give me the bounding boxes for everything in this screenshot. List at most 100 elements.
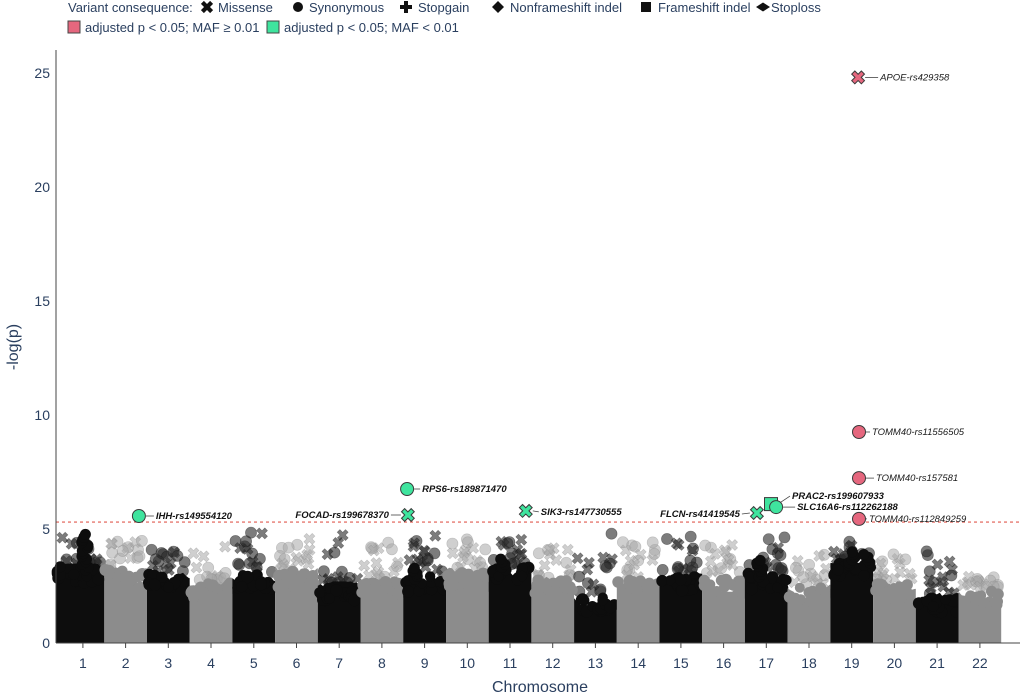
background-variant-marker	[675, 574, 687, 586]
background-variant-marker	[772, 582, 783, 593]
background-variant-marker	[65, 537, 78, 550]
background-variant-marker	[699, 539, 712, 552]
background-variant-marker	[295, 572, 307, 584]
frameshift-square-icon	[641, 2, 651, 12]
background-variant-marker	[515, 547, 528, 560]
background-variant-marker	[116, 545, 129, 557]
background-variant-marker	[495, 553, 507, 565]
variant-markers	[131, 70, 866, 526]
background-variant-marker	[503, 536, 516, 548]
background-variant-marker	[661, 533, 673, 545]
background-variant-marker	[148, 578, 161, 591]
x-tick-label: 6	[293, 655, 301, 671]
background-variant-marker	[947, 595, 959, 607]
background-variant-marker	[392, 556, 404, 569]
background-variant-marker	[923, 574, 936, 587]
background-variant-marker	[827, 545, 840, 558]
synonymous-circle-icon	[293, 2, 303, 12]
background-variant-marker	[379, 576, 392, 588]
background-variant-marker	[808, 590, 821, 603]
background-variant-marker	[698, 574, 711, 587]
background-variant-marker	[516, 563, 528, 575]
background-variant-marker	[846, 546, 858, 558]
variant-label: APOE-rs429358	[879, 72, 950, 83]
background-variant-marker	[279, 568, 290, 580]
background-variant-marker	[197, 586, 209, 598]
background-variant-marker	[367, 544, 380, 557]
legend-label-missense: Missense	[218, 0, 273, 15]
background-variant-marker	[55, 569, 66, 581]
background-variant-marker	[573, 570, 585, 583]
background-variant-marker	[597, 595, 608, 606]
highlighted-variant-marker	[400, 482, 415, 496]
background-variant-marker	[330, 584, 343, 597]
y-axis-title: -log(p)	[5, 324, 22, 370]
background-variant-marker	[626, 576, 639, 589]
background-variant-marker	[600, 561, 613, 574]
background-variant-marker	[392, 588, 403, 599]
legend-label-rare-variants: adjusted p < 0.05; MAF < 0.01	[284, 20, 459, 35]
background-variant-marker	[348, 594, 361, 607]
x-tick-label: 16	[716, 655, 732, 671]
background-variant-marker	[950, 607, 961, 618]
background-variant-marker	[571, 552, 584, 565]
background-variant-marker	[754, 554, 766, 566]
background-variant-marker	[883, 591, 896, 604]
x-tick-label: 19	[844, 655, 860, 671]
chromosome-3-variant-cloud	[147, 572, 190, 643]
x-tick-label: 1	[79, 655, 87, 671]
highlighted-variant-marker	[131, 509, 146, 523]
background-variant-marker	[778, 531, 791, 544]
highlighted-variant-marker	[852, 425, 866, 439]
background-variant-marker	[781, 574, 792, 586]
background-variant-marker	[477, 567, 490, 580]
background-variant-marker	[402, 585, 415, 598]
background-variant-marker	[303, 532, 316, 545]
background-variant-marker	[156, 571, 168, 583]
background-variant-marker	[461, 536, 474, 549]
background-variants-layer	[51, 526, 1004, 643]
variant-label: FLCN-rs41419545	[660, 509, 740, 520]
background-variant-marker	[133, 550, 146, 563]
background-variant-marker	[684, 530, 697, 543]
common-variant-color-swatch	[67, 20, 81, 34]
background-variant-marker	[709, 547, 722, 560]
background-variant-marker	[889, 583, 900, 594]
background-variant-marker	[324, 593, 335, 604]
background-variant-marker	[648, 548, 661, 560]
background-variant-marker	[772, 541, 785, 554]
chromosome-variant-clouds	[51, 528, 1004, 643]
background-variant-marker	[962, 570, 975, 583]
background-variant-marker	[190, 561, 203, 574]
background-variant-marker	[718, 544, 731, 557]
background-variant-marker	[272, 581, 284, 593]
background-variant-marker	[356, 587, 367, 598]
background-variant-marker	[726, 559, 739, 571]
background-variant-marker	[538, 559, 551, 572]
y-tick-label: 5	[42, 521, 50, 537]
chromosome-16-variant-cloud	[702, 581, 745, 643]
background-variant-marker	[391, 577, 403, 589]
background-variant-marker	[245, 526, 257, 539]
background-variant-marker	[813, 549, 826, 562]
y-tick-label: 0	[42, 635, 50, 651]
background-variant-marker	[612, 576, 624, 588]
background-variant-marker	[887, 548, 900, 561]
y-tick-label: 15	[34, 293, 50, 309]
background-variant-marker	[369, 590, 381, 602]
background-variant-marker	[104, 568, 115, 579]
background-variant-marker	[232, 557, 244, 570]
label-leader-line	[741, 512, 750, 515]
background-variant-marker	[927, 601, 939, 612]
background-variant-marker	[735, 575, 748, 588]
x-tick-label: 12	[545, 655, 561, 671]
background-variant-marker	[686, 561, 699, 574]
highlighted-variant-marker	[769, 500, 784, 515]
legend-label-nonframeshift: Nonframeshift indel	[510, 0, 622, 15]
background-variant-marker	[899, 553, 912, 566]
background-variant-marker	[560, 556, 573, 569]
background-variant-marker	[646, 536, 659, 549]
background-variant-marker	[403, 554, 416, 566]
stoploss-wide-diamond-icon	[756, 2, 770, 12]
